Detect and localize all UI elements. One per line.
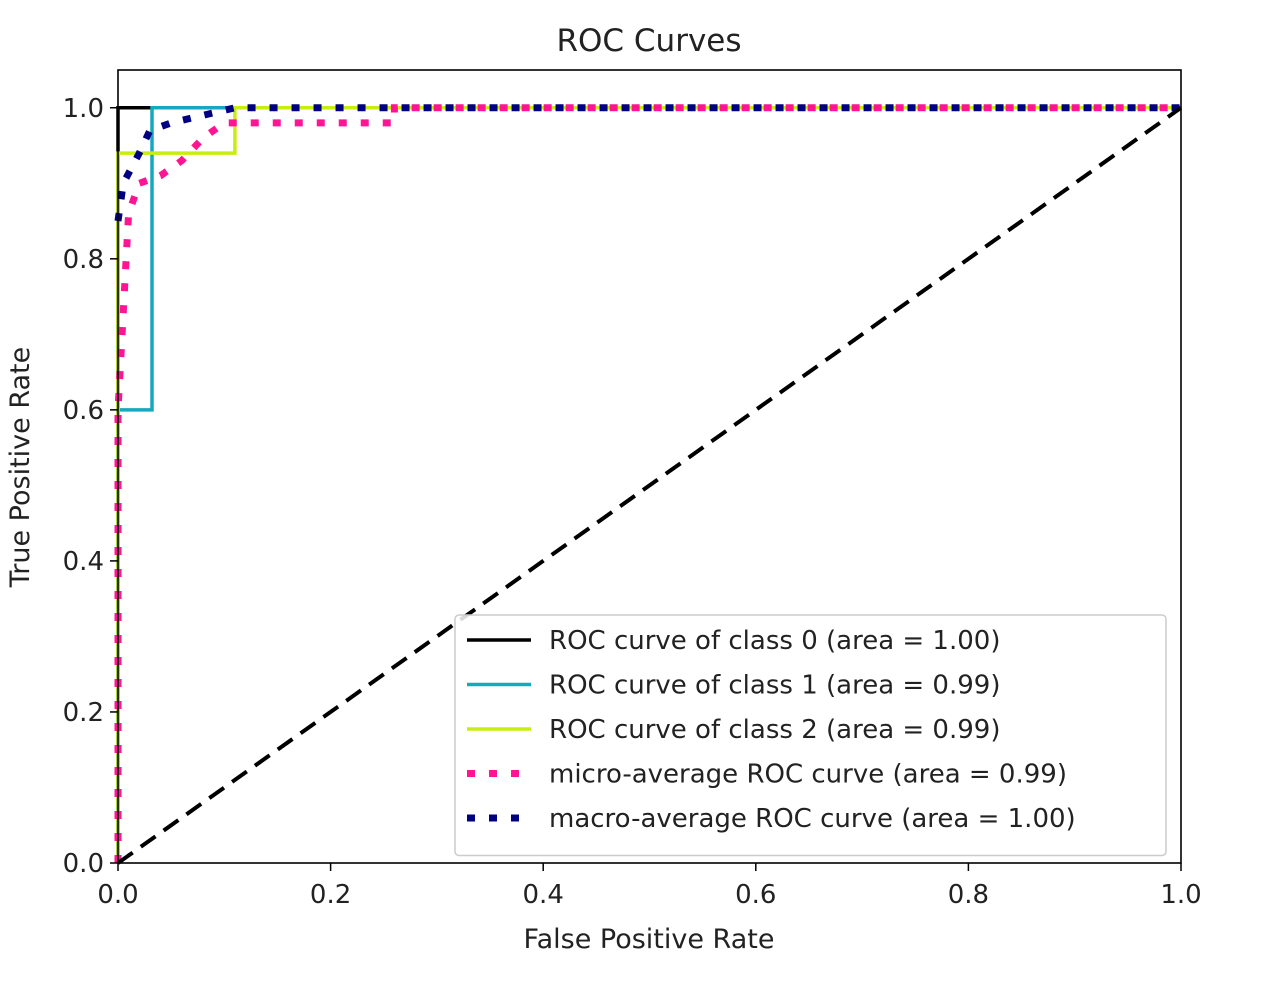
x-tick-label: 0.6 xyxy=(735,880,776,910)
y-tick-label: 0.2 xyxy=(63,698,104,728)
y-tick-label: 0.8 xyxy=(63,245,104,275)
y-tick-label: 0.6 xyxy=(63,396,104,426)
y-tick-label: 0.4 xyxy=(63,547,104,577)
x-tick-label: 0.4 xyxy=(523,880,564,910)
x-tick-label: 1.0 xyxy=(1160,880,1201,910)
x-axis-label: False Positive Rate xyxy=(524,924,775,955)
legend: ROC curve of class 0 (area = 1.00) ROC cu… xyxy=(454,614,1167,857)
y-tick-label: 1.0 xyxy=(63,94,104,124)
series-line-3 xyxy=(114,104,1181,863)
chart-title: ROC Curves xyxy=(556,23,741,59)
x-tick-label: 0.0 xyxy=(97,880,138,910)
legend-box xyxy=(454,614,1167,857)
legend-label: micro-average ROC curve (area = 0.99) xyxy=(549,760,1067,790)
series-line-5 xyxy=(116,106,1183,865)
y-tick-label: 0.0 xyxy=(63,849,104,879)
axis-ticks: 0.0 0.2 0.4 0.6 0.8 1.0 0.0 0.2 0.4 0.6 0.8 1.0 xyxy=(63,94,1202,910)
legend-label: ROC curve of class 2 (area = 0.99) xyxy=(549,715,1000,745)
plot-frame xyxy=(117,69,1182,864)
x-tick-label: 0.8 xyxy=(948,880,989,910)
legend-label: ROC curve of class 1 (area = 0.99) xyxy=(549,671,1000,701)
x-tick-label: 0.2 xyxy=(310,880,351,910)
series-line-4 xyxy=(114,104,1181,222)
y-axis-label: True Positive Rate xyxy=(5,347,36,589)
legend-label: macro-average ROC curve (area = 1.00) xyxy=(549,804,1076,834)
legend-label: ROC curve of class 0 (area = 1.00) xyxy=(549,626,1000,656)
